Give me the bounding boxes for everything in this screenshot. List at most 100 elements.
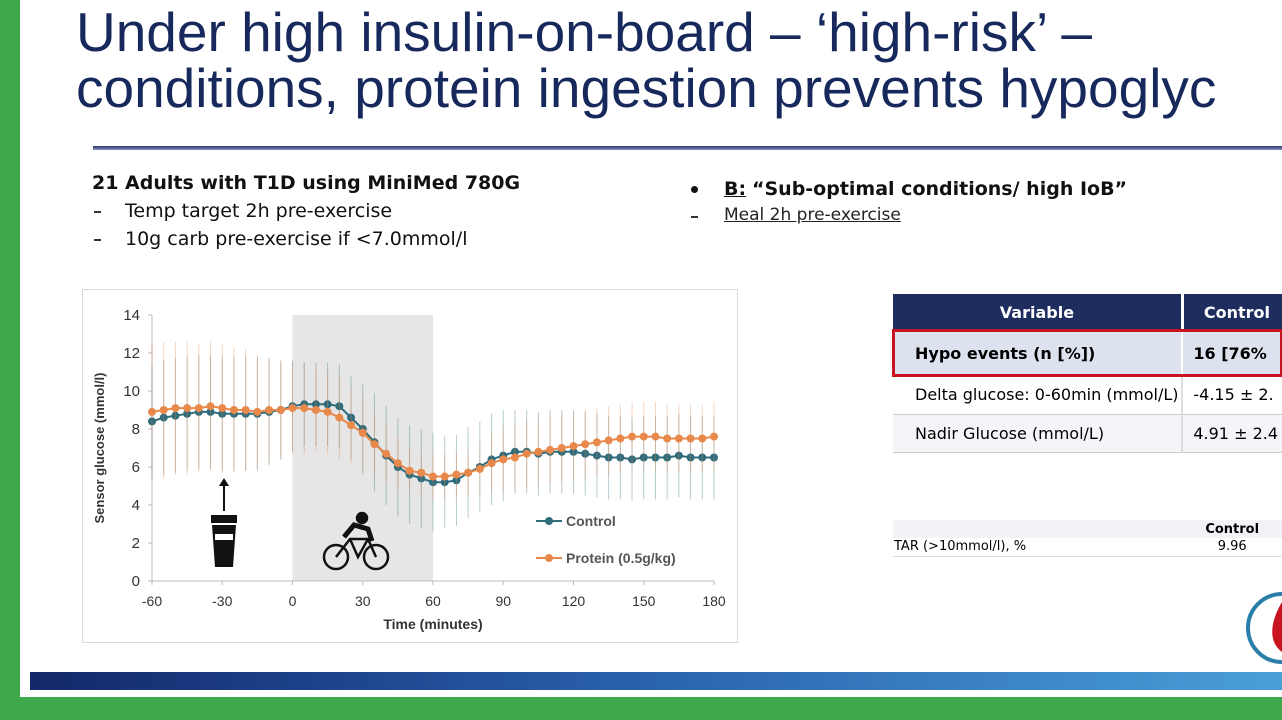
x-tick-label: 90 — [495, 593, 511, 609]
point — [194, 404, 203, 413]
table-row: Delta glucose: 0-60min (mmol/L) -4.15 ± … — [893, 376, 1282, 414]
point — [569, 447, 578, 456]
point — [288, 404, 297, 413]
x-tick-label: 60 — [425, 593, 441, 609]
point — [323, 400, 332, 409]
y-axis-label: Sensor glucose (mmol/l) — [92, 373, 107, 524]
point — [276, 406, 285, 414]
point — [686, 453, 695, 462]
point — [171, 404, 180, 413]
point — [405, 466, 414, 475]
point — [440, 472, 449, 481]
point — [171, 411, 180, 420]
point — [592, 438, 601, 447]
point — [581, 449, 590, 458]
point — [604, 453, 613, 462]
point — [522, 449, 531, 458]
point — [265, 406, 274, 414]
y-tick-label: 4 — [132, 497, 140, 514]
point — [616, 453, 625, 462]
legend-label: Control — [566, 513, 616, 529]
point — [487, 459, 496, 468]
y-tick-label: 6 — [132, 459, 140, 476]
chart: 0 2 4 6 8 10 12 14 -60 -30 0 30 60 90 120 150 180 Time (m… — [82, 289, 738, 643]
x-tick-label: 120 — [562, 593, 586, 609]
point — [323, 407, 332, 416]
point — [628, 432, 637, 441]
cell: TAR (>10mmol/l), % — [894, 539, 1027, 555]
point — [229, 406, 238, 414]
point — [148, 407, 156, 416]
y-tick-label: 12 — [123, 345, 140, 362]
point — [628, 455, 637, 464]
y-tick-label: 8 — [132, 421, 140, 438]
point — [698, 434, 707, 443]
point — [710, 432, 718, 441]
point — [347, 421, 356, 430]
point — [253, 407, 262, 416]
cup-icon — [211, 478, 237, 567]
table-row: Nadir Glucose (mmol/L) 4.91 ± 2.4 — [893, 414, 1282, 452]
x-axis-label: Time (minutes) — [383, 616, 482, 632]
point — [417, 474, 426, 483]
point — [429, 472, 437, 481]
point — [206, 402, 215, 411]
point — [452, 476, 461, 485]
point — [206, 407, 215, 416]
dash — [94, 239, 101, 241]
slide: Under high insulin-on-board – ‘high-risk… — [20, 0, 1282, 697]
bike-icon — [322, 511, 390, 571]
y-tick-label: 2 — [132, 535, 140, 552]
table-row: Hypo events (n [%]) 16 [76% — [892, 329, 1282, 377]
point — [300, 404, 309, 413]
point — [546, 445, 555, 454]
point — [686, 434, 695, 443]
point — [663, 453, 672, 462]
x-tick-label: -30 — [212, 593, 232, 609]
point — [557, 444, 566, 452]
point — [183, 409, 192, 418]
title-line: Under high insulin-on-board – ‘high-risk… — [76, 1, 1092, 63]
tar-table: Control TAR (>10mmol/l), % 9.96 — [893, 520, 1282, 557]
x-tick-label: 0 — [289, 593, 297, 609]
point — [639, 432, 648, 441]
exercise-region — [292, 315, 433, 581]
results-table: Variable Control Hypo events (n [%]) 16 … — [892, 294, 1282, 453]
cell: 4.91 ± 2.4 — [1193, 423, 1279, 443]
table-row: TAR (>10mmol/l), % 9.96 — [893, 538, 1282, 556]
dash — [94, 211, 101, 213]
point — [241, 406, 250, 414]
rule — [93, 146, 1282, 150]
cell: 9.96 — [1217, 539, 1247, 555]
point — [674, 451, 683, 460]
point — [710, 453, 718, 462]
x-tick-label: -60 — [142, 593, 162, 609]
point — [347, 413, 356, 422]
point — [651, 432, 660, 441]
point — [382, 449, 391, 458]
table-header: Control — [893, 520, 1282, 538]
cell: Hypo events (n [%]) — [893, 330, 1184, 376]
header-cell: Variable — [893, 294, 1184, 330]
right-label: B: — [724, 178, 747, 200]
header-cell: Control — [1203, 302, 1270, 322]
point — [510, 447, 519, 456]
header-cell: Control — [1205, 521, 1260, 537]
point — [663, 434, 672, 443]
point — [499, 455, 508, 464]
right-bullet: Meal 2h pre-exercise — [724, 205, 901, 225]
point — [510, 453, 519, 462]
logo — [1246, 592, 1282, 664]
bottom-bar — [30, 672, 1282, 690]
point — [159, 413, 168, 422]
y-tick-label: 14 — [123, 307, 140, 324]
legend-marker — [545, 517, 553, 525]
bullet-dot — [691, 186, 698, 193]
legend-marker — [545, 554, 553, 562]
point — [569, 442, 578, 451]
x-tick-label: 180 — [702, 593, 726, 609]
point — [475, 464, 484, 473]
point — [218, 404, 227, 413]
point — [651, 453, 660, 462]
cell: -4.15 ± 2. — [1193, 385, 1274, 405]
